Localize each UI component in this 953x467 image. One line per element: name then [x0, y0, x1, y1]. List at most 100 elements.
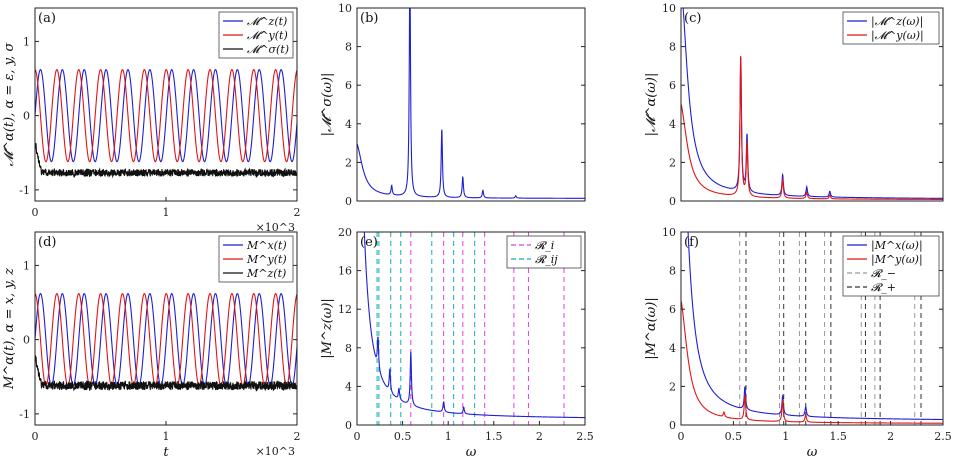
x-axis-label-f: ω [807, 445, 818, 460]
legend-entry-c-0: |𝓜^z(ω)| [871, 15, 923, 29]
plot-area-b [357, 8, 585, 199]
y-axis-label-f: |M^α(ω)| [644, 297, 659, 360]
ytick-label-b-4: 8 [345, 41, 352, 54]
xtick-label-f-1: 0.5 [725, 430, 743, 443]
legend-entry-d-0: M^x(t) [246, 239, 287, 252]
y-axis-label-b: |𝓜^σ(ω)| [320, 73, 335, 137]
xtick-label-e-3: 1.5 [485, 430, 503, 443]
xtick-label-e-1: 0.5 [394, 430, 412, 443]
ytick-label-c-5: 10 [662, 2, 676, 15]
series-f-1 [681, 301, 943, 424]
legend-f [842, 235, 940, 297]
panel-b: 0 2 4 6 8 10 (b) |𝓜^σ(ω)| [320, 2, 586, 208]
ytick-label-b-0: 0 [345, 195, 352, 208]
ytick-label-f-3: 6 [669, 303, 676, 316]
xtick-label-e-4: 2 [536, 430, 543, 443]
ytick-label-a-0: -1 [19, 184, 30, 197]
series-b-0 [357, 8, 585, 199]
series-d-0 [35, 292, 297, 387]
legend-entry-f-2: 𝓡_− [871, 267, 896, 280]
xtick-label-e-2: 1 [445, 430, 452, 443]
panel-label-d: (d) [38, 235, 56, 250]
ytick-label-c-1: 2 [669, 156, 676, 169]
series-d-1 [35, 292, 297, 387]
plot-area-f [681, 232, 943, 425]
xtick-label-a-0: 0 [32, 206, 39, 219]
ytick-label-a-2: 1 [23, 35, 30, 48]
xtick-label-f-5: 2.5 [934, 430, 952, 443]
panel-label-b: (b) [360, 11, 378, 26]
ytick-label-c-3: 6 [669, 79, 676, 92]
panel-label-a: (a) [38, 11, 56, 26]
series-c-0 [682, 8, 943, 199]
ytick-label-f-2: 4 [669, 342, 676, 355]
plot-area-a [35, 68, 297, 179]
ytick-label-c-0: 0 [669, 195, 676, 208]
ytick-label-e-4: 16 [338, 265, 352, 278]
y-axis-label-a: 𝓜^α(t), α = ε, y, σ [2, 41, 17, 166]
ytick-label-e-5: 20 [338, 226, 352, 239]
ytick-label-c-2: 4 [669, 118, 676, 131]
legend-entry-e-1: 𝓡_ij [535, 253, 558, 266]
ytick-label-b-2: 4 [345, 118, 352, 131]
ytick-label-b-5: 10 [338, 2, 352, 15]
xtick-label-f-4: 2 [887, 430, 894, 443]
axes-frame-e [356, 231, 586, 426]
panel-f: 0 2 4 6 8 10 0 0.5 1 1.5 2 2.5 (f) |M^α(ω)| ω |M^x(ω)||… [644, 226, 952, 460]
y-axis-label-d: M^α(t), α = x, y, z [2, 268, 17, 390]
series-d-2 [35, 355, 297, 392]
xtick-label-a-1: 1 [163, 206, 170, 219]
ytick-label-d-1: 0 [23, 334, 30, 347]
legend-entry-a-1: 𝓜^y(t) [247, 29, 288, 42]
legend-entry-d-2: M^z(t) [246, 267, 286, 280]
ytick-label-e-3: 12 [338, 303, 352, 316]
series-a-0 [35, 68, 297, 163]
xtick-label-f-0: 0 [678, 430, 685, 443]
axes-frame-c [680, 7, 944, 202]
legend-e [506, 235, 582, 269]
series-f-0 [687, 232, 943, 421]
ytick-label-f-0: 0 [669, 419, 676, 432]
series-a-2 [35, 142, 297, 179]
ytick-label-d-0: -1 [19, 408, 30, 421]
series-e-0 [363, 232, 585, 419]
legend-c [842, 11, 940, 45]
ytick-label-b-1: 2 [345, 156, 352, 169]
axes-frame-b [356, 7, 586, 202]
ytick-label-e-2: 8 [345, 342, 352, 355]
ytick-label-f-1: 2 [669, 380, 676, 393]
legend-entry-a-0: 𝓜^z(t) [247, 15, 287, 28]
xtick-label-e-5: 2.5 [576, 430, 594, 443]
plot-area-d [35, 292, 297, 392]
ytick-label-f-5: 10 [662, 226, 676, 239]
plot-area-c [681, 8, 943, 200]
legend-entry-d-1: M^y(t) [246, 253, 287, 266]
xtick-label-e-0: 0 [354, 430, 361, 443]
xtick-label-d-2: 2 [294, 430, 301, 443]
xtick-label-f-2: 1 [782, 430, 789, 443]
panel-c: 0 2 4 6 8 10 (c) |𝓜^α(ω)| |𝓜^z(ω)||𝓜^y(ω)| [644, 2, 944, 208]
panel-label-c: (c) [684, 11, 701, 26]
legend-entry-f-1: |M^y(ω)| [871, 253, 923, 267]
y-axis-label-e: |M^z(ω)| [320, 298, 335, 359]
legend-entry-a-2: 𝓜^σ(t) [247, 43, 289, 56]
ytick-label-d-2: 1 [23, 259, 30, 272]
ytick-label-e-0: 0 [345, 419, 352, 432]
x-axis-label-e: ω [466, 445, 477, 460]
panel-e: 0 4 8 12 16 20 0 0.5 1 1.5 2 2.5 (e) |M^z(ω)| ω 𝓡_i𝓡_ij [320, 226, 594, 460]
panel-label-f: (f) [684, 235, 699, 250]
y-axis-label-c: |𝓜^α(ω)| [644, 73, 659, 137]
legend-entry-e-0: 𝓡_i [535, 239, 554, 252]
legend-entry-c-1: |𝓜^y(ω)| [871, 29, 924, 43]
xtick-label-f-3: 1.5 [829, 430, 847, 443]
x-multiplier-d: ×10^3 [256, 445, 295, 458]
ytick-label-a-1: 0 [23, 110, 30, 123]
plot-area-e [363, 232, 585, 425]
ytick-label-e-1: 4 [345, 380, 352, 393]
ytick-label-f-4: 8 [669, 265, 676, 278]
xtick-label-d-0: 0 [32, 430, 39, 443]
series-a-1 [35, 68, 297, 163]
